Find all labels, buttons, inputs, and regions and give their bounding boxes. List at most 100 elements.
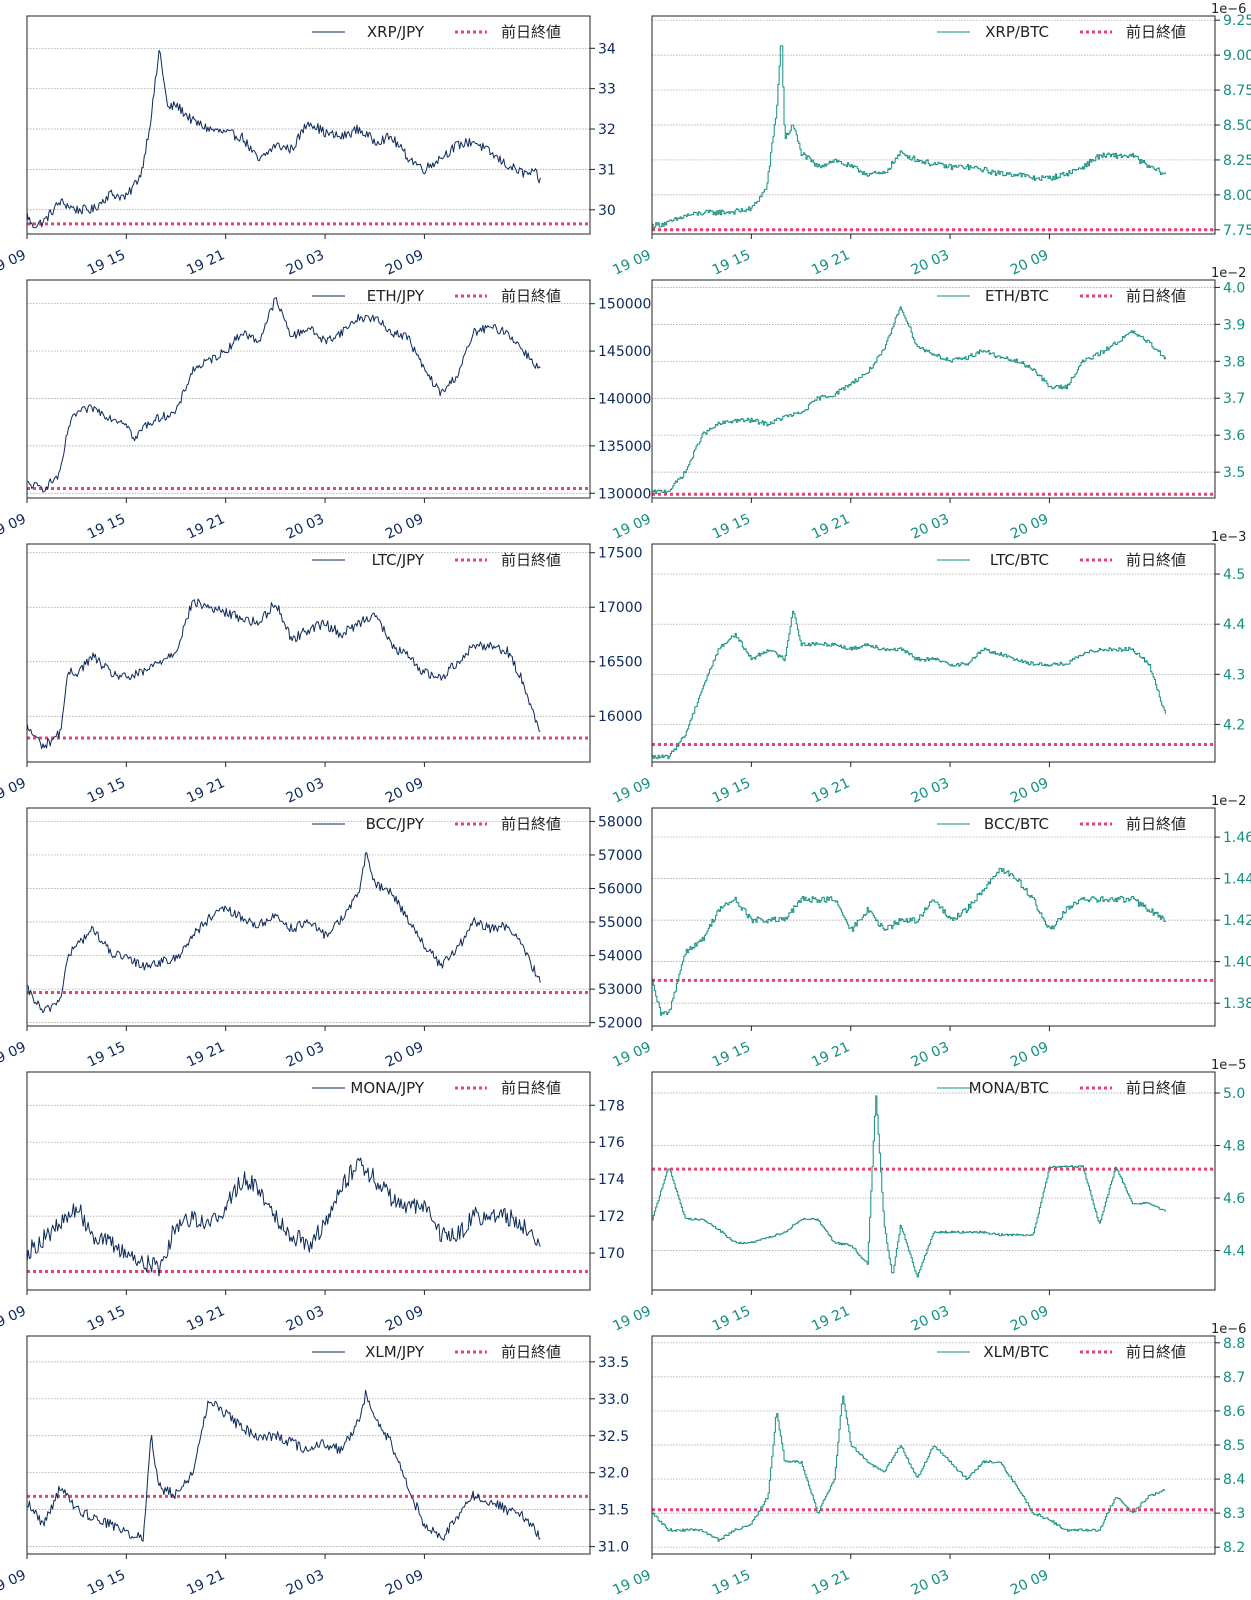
x-tick-label: 19 15 xyxy=(710,511,753,542)
y-tick-label: 3.9 xyxy=(1223,317,1245,333)
y-tick-label: 172 xyxy=(598,1209,625,1225)
x-tick-label: 20 09 xyxy=(383,1039,426,1070)
x-tick-label: 19 15 xyxy=(710,1567,753,1598)
y-tick-label: 1.38 xyxy=(1223,996,1251,1012)
y-tick-label: 140000 xyxy=(598,391,651,407)
y-tick-label: 34 xyxy=(598,41,616,57)
plot-frame xyxy=(651,1071,1216,1291)
legend-series-label: ETH/JPY xyxy=(367,287,425,305)
plot-frame xyxy=(651,279,1216,499)
legend-ref-label: 前日終値 xyxy=(1126,1343,1186,1361)
chart-panel-xrp-jpy: 30 31 32 33 34 19 09 19 15 19 21 20 03 20 09 XRP/J… xyxy=(0,15,616,279)
y-tick-label: 8.50 xyxy=(1223,118,1251,134)
price-series-line xyxy=(652,867,1166,1016)
x-tick-label: 19 21 xyxy=(809,1039,852,1070)
x-tick-label: 20 09 xyxy=(1008,775,1051,806)
y-tick-label: 4.5 xyxy=(1223,567,1245,583)
price-series-line xyxy=(652,45,1166,229)
x-tick-label: 19 21 xyxy=(809,511,852,542)
y-tick-label: 17500 xyxy=(598,546,643,562)
legend-ref-label: 前日終値 xyxy=(501,815,561,833)
y-tick-label: 4.4 xyxy=(1223,1244,1245,1260)
x-tick-label: 19 21 xyxy=(809,247,852,278)
axis-exponent-label: 1e−3 xyxy=(1211,530,1246,545)
x-tick-label: 20 09 xyxy=(1008,247,1051,278)
x-tick-label: 19 09 xyxy=(611,775,654,806)
axis-exponent-label: 1e−5 xyxy=(1211,1058,1246,1073)
y-tick-label: 145000 xyxy=(598,344,651,360)
chart-panel-bcc-jpy: 52000 53000 54000 55000 56000 57000 58000 19 09… xyxy=(0,807,643,1071)
y-tick-label: 8.3 xyxy=(1223,1506,1245,1522)
x-tick-label: 19 09 xyxy=(0,511,29,542)
axis-exponent-label: 1e−2 xyxy=(1211,266,1246,281)
chart-panel-xlm-jpy: 31.0 31.5 32.0 32.5 33.0 33.5 19 09 19 15 19 21 2… xyxy=(0,1335,629,1599)
legend-ref-label: 前日終値 xyxy=(501,1343,561,1361)
y-tick-label: 8.8 xyxy=(1223,1336,1245,1352)
plot-frame xyxy=(26,15,591,235)
y-tick-label: 135000 xyxy=(598,439,651,455)
x-tick-label: 19 15 xyxy=(85,775,128,806)
x-tick-label: 20 03 xyxy=(909,247,952,278)
y-tick-label: 4.8 xyxy=(1223,1139,1245,1155)
y-tick-label: 16500 xyxy=(598,655,643,671)
x-tick-label: 19 21 xyxy=(809,1567,852,1598)
plot-frame xyxy=(26,1335,591,1555)
y-tick-label: 176 xyxy=(598,1135,625,1151)
price-series-line xyxy=(652,1095,1166,1278)
y-tick-label: 8.25 xyxy=(1223,153,1251,169)
legend-ref-label: 前日終値 xyxy=(1126,23,1186,41)
chart-panel-mona-jpy: 170 172 174 176 178 19 09 19 15 19 21 20 03 20 09… xyxy=(0,1071,625,1335)
y-tick-label: 31.0 xyxy=(598,1540,629,1556)
x-tick-label: 20 03 xyxy=(284,247,327,278)
y-tick-label: 8.2 xyxy=(1223,1540,1245,1556)
x-tick-label: 19 15 xyxy=(85,1303,128,1334)
y-tick-label: 3.6 xyxy=(1223,428,1245,444)
x-tick-label: 20 09 xyxy=(383,511,426,542)
y-tick-label: 52000 xyxy=(598,1016,643,1032)
y-tick-label: 170 xyxy=(598,1246,625,1262)
axis-exponent-label: 1e−6 xyxy=(1211,1322,1246,1337)
legend-ref-label: 前日終値 xyxy=(1126,287,1186,305)
legend-ref-label: 前日終値 xyxy=(501,287,561,305)
y-tick-label: 31 xyxy=(598,162,616,178)
legend-series-label: XRP/JPY xyxy=(367,23,425,41)
y-tick-label: 56000 xyxy=(598,881,643,897)
y-tick-label: 30 xyxy=(598,203,616,219)
x-tick-label: 19 09 xyxy=(611,1567,654,1598)
x-tick-label: 19 21 xyxy=(184,247,227,278)
chart-panel-eth-btc: 3.5 3.6 3.7 3.8 3.9 4.01e−2 19 09 19 15 19 21 20 … xyxy=(611,266,1247,543)
y-tick-label: 16000 xyxy=(598,709,643,725)
x-tick-label: 20 03 xyxy=(909,511,952,542)
plot-frame xyxy=(26,807,591,1027)
y-tick-label: 130000 xyxy=(598,486,651,502)
chart-panel-eth-jpy: 130000 135000 140000 145000 150000 19 09 19 15… xyxy=(0,279,651,543)
y-tick-label: 9.25 xyxy=(1223,13,1251,29)
y-tick-label: 33.5 xyxy=(598,1355,629,1371)
chart-panel-ltc-btc: 4.2 4.3 4.4 4.5 1e−3 19 09 19 15 19 21 20 03 20 0… xyxy=(611,530,1247,807)
x-tick-label: 19 21 xyxy=(184,1567,227,1598)
y-tick-label: 3.8 xyxy=(1223,354,1245,370)
legend-series-label: BCC/BTC xyxy=(984,815,1049,833)
y-tick-label: 3.7 xyxy=(1223,391,1245,407)
x-tick-label: 20 03 xyxy=(284,1039,327,1070)
x-tick-label: 20 03 xyxy=(909,775,952,806)
y-tick-label: 33 xyxy=(598,82,616,98)
price-series-line xyxy=(26,852,541,1014)
axis-exponent-label: 1e−6 xyxy=(1211,2,1246,17)
y-tick-label: 55000 xyxy=(598,915,643,931)
price-series-line xyxy=(26,1157,541,1277)
y-tick-label: 5.0 xyxy=(1223,1086,1245,1102)
x-tick-label: 19 21 xyxy=(184,511,227,542)
y-tick-label: 1.46 xyxy=(1223,830,1251,846)
x-tick-label: 19 15 xyxy=(85,1567,128,1598)
price-series-line xyxy=(26,1389,541,1542)
x-tick-label: 20 09 xyxy=(1008,1567,1051,1598)
plot-frame xyxy=(26,279,591,499)
y-tick-label: 8.6 xyxy=(1223,1404,1245,1420)
plot-frame xyxy=(651,1335,1216,1555)
y-tick-label: 8.4 xyxy=(1223,1472,1245,1488)
x-tick-label: 20 09 xyxy=(383,247,426,278)
x-tick-label: 20 03 xyxy=(284,775,327,806)
x-tick-label: 19 09 xyxy=(611,1039,654,1070)
